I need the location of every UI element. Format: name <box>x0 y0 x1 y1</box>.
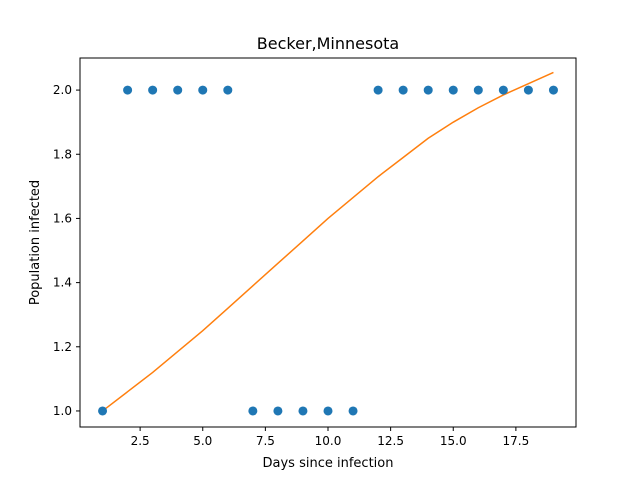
x-tick-label: 17.5 <box>503 434 530 448</box>
x-tick-label: 7.5 <box>256 434 275 448</box>
data-point <box>323 406 333 416</box>
data-point <box>123 85 133 95</box>
data-point <box>248 406 258 416</box>
data-point <box>273 406 283 416</box>
x-tick-label: 12.5 <box>377 434 404 448</box>
y-tick-label: 1.4 <box>53 276 72 290</box>
y-axis: 1.0 1.2 1.4 1.6 1.8 2.0 <box>53 83 80 418</box>
data-point <box>148 85 158 95</box>
y-tick-label: 1.6 <box>53 211 72 225</box>
data-point <box>498 85 508 95</box>
data-point <box>473 85 483 95</box>
x-tick-label: 15.0 <box>440 434 467 448</box>
data-point <box>348 406 358 416</box>
y-tick-label: 1.8 <box>53 147 72 161</box>
data-point <box>398 85 408 95</box>
chart-title: Becker,Minnesota <box>257 34 399 53</box>
y-tick-label: 1.0 <box>53 404 72 418</box>
x-axis-label: Days since infection <box>263 456 394 471</box>
data-point <box>423 85 433 95</box>
x-tick-label: 5.0 <box>193 434 212 448</box>
data-point <box>98 406 108 416</box>
x-axis: 2.5 5.0 7.5 10.0 12.5 15.0 17.5 <box>131 427 530 448</box>
x-tick-label: 2.5 <box>131 434 150 448</box>
fit-line <box>102 71 554 412</box>
y-tick-label: 2.0 <box>53 83 72 97</box>
data-point <box>198 85 208 95</box>
plot-area <box>98 71 558 416</box>
data-point <box>523 85 533 95</box>
data-point <box>298 406 308 416</box>
data-point <box>173 85 183 95</box>
data-point <box>448 85 458 95</box>
data-point <box>548 85 558 95</box>
x-tick-label: 10.0 <box>315 434 342 448</box>
y-axis-label: Population infected <box>28 180 43 305</box>
data-point <box>373 85 383 95</box>
y-tick-label: 1.2 <box>53 340 72 354</box>
data-point <box>223 85 233 95</box>
